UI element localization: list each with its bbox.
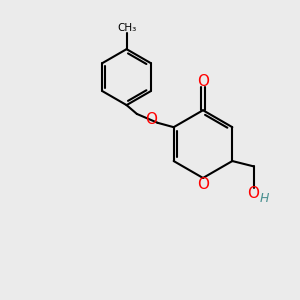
Text: CH₃: CH₃ xyxy=(117,23,136,33)
Text: O: O xyxy=(247,186,259,201)
Text: O: O xyxy=(197,177,209,192)
Text: O: O xyxy=(197,74,209,89)
Text: O: O xyxy=(145,112,157,127)
Text: H: H xyxy=(260,192,269,205)
